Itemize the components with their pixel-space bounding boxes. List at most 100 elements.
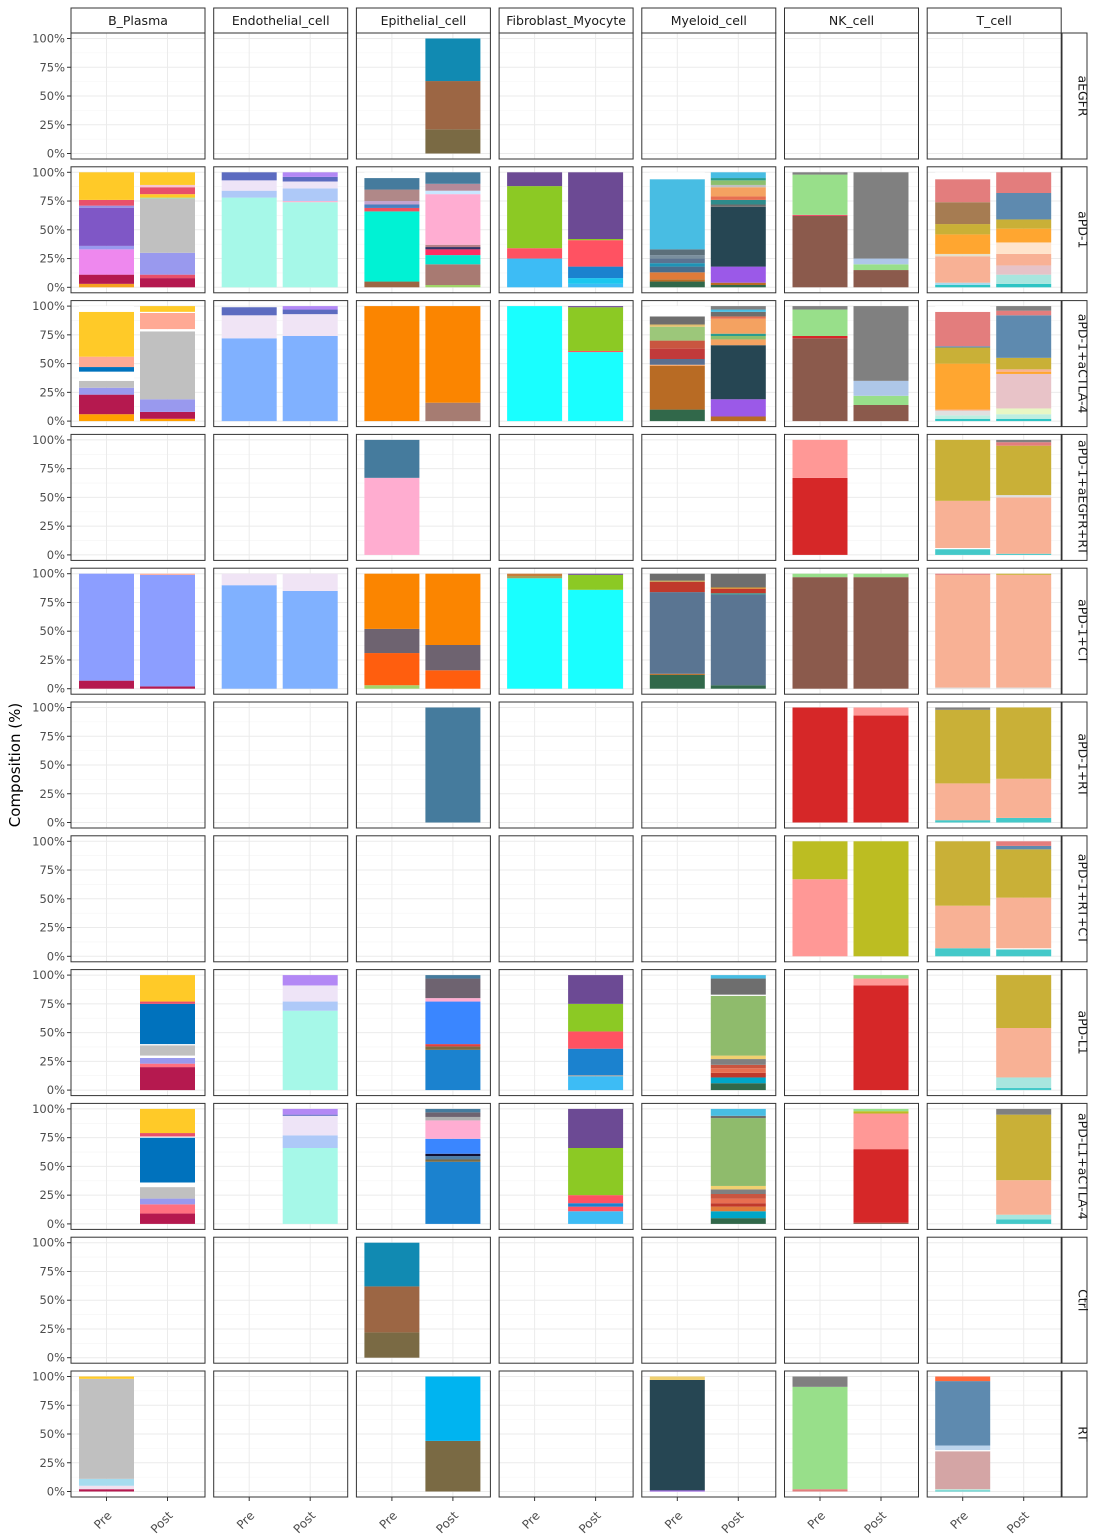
- bar-segment-post: [710, 975, 766, 979]
- bar-segment-post: [710, 1118, 766, 1186]
- bar-segment-post: [282, 188, 338, 202]
- bar-segment-post: [140, 187, 195, 195]
- bar-segment-post: [853, 1111, 909, 1114]
- bar-segment-post: [140, 1133, 195, 1137]
- bar-segment-post: [996, 193, 1052, 220]
- bar-segment-pre: [649, 1490, 705, 1492]
- bar-segment-post: [282, 309, 338, 315]
- facet-panel: [355, 969, 491, 1097]
- bar-segment-pre: [935, 783, 991, 821]
- facet-panel: [70, 1102, 206, 1230]
- facet-panel: [498, 835, 634, 963]
- column-strip-label: NK_cell: [829, 13, 874, 28]
- row-strip: RT: [1061, 1370, 1091, 1498]
- bar-segment-post: [710, 318, 766, 334]
- bar-segment-post: [996, 369, 1052, 372]
- facet-panel: [213, 300, 349, 428]
- bar-segment-post: [140, 252, 195, 275]
- facet-panel: [213, 701, 349, 829]
- bar-segment-post: [853, 985, 909, 1091]
- bar-segment-post: [425, 975, 481, 979]
- row-strip: aPD-1+aCTLA-4: [1061, 300, 1091, 428]
- facet-panel: [213, 1236, 349, 1364]
- bar-segment-post: [710, 316, 766, 319]
- panel-border: [498, 1370, 634, 1498]
- panel-border: [641, 433, 777, 561]
- bar-segment-post: [710, 1198, 766, 1204]
- bar-segment-pre: [507, 306, 563, 422]
- facet-panel: [926, 835, 1062, 963]
- facet-panel: [784, 433, 919, 561]
- column-strip-label: Fibroblast_Myocyte: [506, 13, 626, 28]
- y-tick-label: 75%: [39, 328, 65, 342]
- bar-segment-pre: [364, 201, 420, 205]
- y-tick-label: 25%: [39, 519, 65, 533]
- y-tick-label: 0%: [47, 280, 65, 294]
- panel-border: [498, 567, 634, 695]
- facet-panel: [926, 32, 1062, 160]
- bar-segment-post: [425, 1161, 481, 1224]
- facet-panel: [498, 1370, 634, 1498]
- bar-segment-post: [568, 283, 624, 288]
- bar-segment-post: [568, 1108, 624, 1148]
- bar-segment-post: [282, 172, 338, 177]
- bar-segment-post: [140, 172, 195, 185]
- bar-segment-post: [568, 306, 624, 308]
- bar-segment-post: [425, 194, 481, 245]
- bar-segment-post: [140, 278, 195, 288]
- panel-border: [213, 300, 349, 428]
- bar-segment-post: [996, 371, 1052, 374]
- bar-segment-pre: [79, 387, 134, 395]
- y-tick-label: 50%: [39, 758, 65, 772]
- bar-segment-pre: [649, 179, 705, 250]
- bar-segment-pre: [792, 1376, 848, 1387]
- row-strip: aPD-1+RT: [1061, 701, 1091, 829]
- bar-segment-pre: [935, 1450, 991, 1452]
- bar-segment-post: [282, 975, 338, 986]
- bar-segment-pre: [935, 548, 991, 550]
- bar-segment-post: [996, 265, 1052, 275]
- panel-border: [213, 969, 349, 1097]
- bar-segment-post: [710, 178, 766, 181]
- bar-segment-post: [853, 975, 909, 979]
- bar-segment-pre: [79, 380, 134, 388]
- facet-panel: [926, 969, 1062, 1097]
- y-tick-label: 25%: [39, 1054, 65, 1068]
- bar-segment-post: [425, 1120, 481, 1139]
- bar-segment-post: [996, 414, 1052, 419]
- bar-segment-post: [282, 306, 338, 310]
- bar-segment-pre: [79, 680, 134, 689]
- bar-segment-post: [710, 285, 766, 288]
- bar-segment-pre: [221, 197, 277, 288]
- bar-segment-post: [425, 306, 481, 403]
- bar-segment-post: [853, 395, 909, 405]
- column-strip: T_cell: [926, 7, 1062, 34]
- bar-segment-post: [140, 418, 195, 422]
- column-strip-label: Epithelial_cell: [381, 13, 467, 28]
- facet-panel: [641, 1236, 777, 1364]
- bar-segment-pre: [935, 709, 991, 784]
- bar-segment-post: [425, 707, 481, 823]
- y-tick-label: 25%: [39, 1456, 65, 1470]
- bar-segment-post: [853, 1113, 909, 1150]
- bar-segment-post: [853, 306, 909, 381]
- row-strip-label: aPD-1: [1076, 211, 1091, 248]
- bar-segment-pre: [792, 172, 848, 175]
- panel-border: [70, 835, 206, 963]
- facet-panel: [498, 433, 634, 561]
- facet-panel: [213, 1370, 349, 1498]
- y-tick-label: 25%: [39, 118, 65, 132]
- facet-panel: [355, 166, 491, 294]
- bar-segment-post: [710, 172, 766, 179]
- panel-border: [213, 701, 349, 829]
- row-strip: aPD-L1: [1061, 969, 1091, 1097]
- bar-segment-pre: [935, 439, 991, 501]
- bar-segment-post: [996, 442, 1052, 446]
- bar-segment-post: [853, 258, 909, 265]
- bar-segment-post: [996, 253, 1052, 266]
- bar-segment-pre: [935, 948, 991, 957]
- facet-panel: [70, 433, 206, 561]
- bar-segment-post: [425, 129, 481, 154]
- bar-segment-post: [996, 1108, 1052, 1115]
- bar-segment-post: [996, 242, 1052, 254]
